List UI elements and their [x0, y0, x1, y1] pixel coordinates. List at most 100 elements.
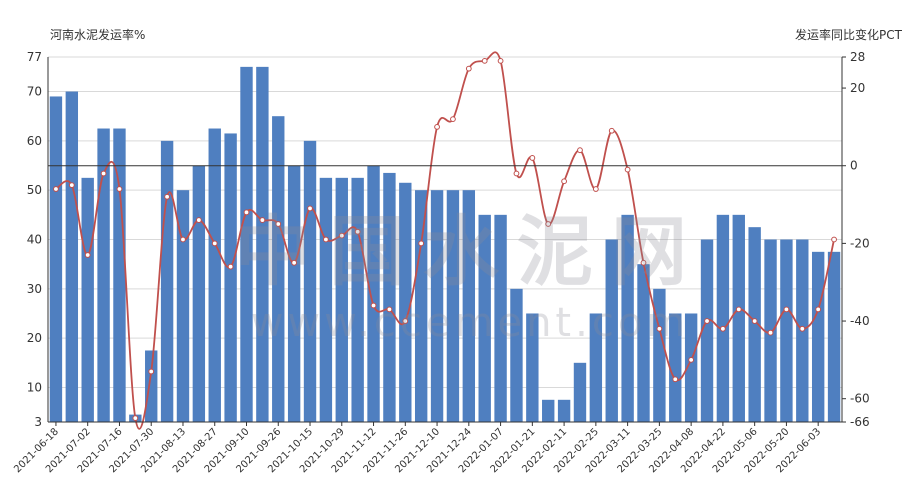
bar — [637, 264, 650, 422]
line-point — [450, 116, 456, 123]
line-point — [751, 318, 758, 324]
line-point — [323, 236, 329, 243]
line-point — [386, 306, 393, 313]
left-tick-label: 3 — [34, 415, 42, 429]
line-point — [545, 221, 552, 227]
bar — [65, 91, 79, 422]
line-point — [132, 415, 139, 422]
line-point — [815, 306, 822, 313]
bar — [811, 251, 825, 422]
bar — [684, 313, 698, 422]
line-point — [402, 318, 409, 324]
bar — [399, 182, 412, 422]
line-point — [799, 325, 806, 332]
bar — [192, 165, 206, 422]
line-point — [116, 186, 123, 192]
bar — [351, 177, 364, 422]
line-point — [656, 325, 663, 332]
line-point — [418, 240, 425, 247]
line-point — [704, 318, 710, 324]
bar — [827, 251, 841, 422]
right-tick-label: -20 — [850, 236, 870, 250]
bar — [414, 190, 428, 422]
line-point — [592, 186, 599, 192]
line-series — [53, 51, 837, 430]
bar — [256, 66, 269, 422]
bar — [573, 362, 587, 422]
bar — [510, 288, 523, 422]
line-point — [608, 127, 615, 134]
left-tick-label: 50 — [27, 183, 42, 197]
bar — [367, 165, 380, 422]
line-point — [624, 166, 631, 173]
left-tick-label: 20 — [27, 331, 42, 345]
line-point — [291, 259, 298, 266]
bar — [716, 214, 730, 422]
bar — [446, 190, 460, 422]
line-point — [195, 217, 202, 223]
right-tick-label: -40 — [850, 314, 870, 328]
series-line — [55, 51, 835, 430]
right-tick-label: -60 — [850, 392, 870, 406]
line-point — [735, 306, 742, 313]
bar — [176, 190, 190, 422]
bar — [669, 313, 682, 422]
bar — [748, 227, 761, 422]
bar — [224, 133, 237, 422]
line-point — [370, 302, 377, 309]
line-point — [481, 57, 488, 64]
line-point — [275, 221, 282, 227]
line-point — [831, 236, 837, 243]
bar — [97, 128, 110, 422]
right-tick-label: 20 — [850, 81, 865, 95]
bar — [272, 116, 285, 423]
line-point — [434, 123, 440, 130]
bar — [430, 190, 444, 422]
bar — [605, 239, 618, 422]
bar-series — [49, 66, 841, 423]
bar — [462, 190, 476, 422]
bar — [780, 239, 793, 422]
line-point — [688, 356, 695, 363]
left-tick-label: 60 — [27, 134, 42, 148]
bar — [383, 172, 396, 422]
right-tick-label: -66 — [850, 415, 870, 429]
line-point — [561, 178, 567, 185]
bar — [732, 214, 745, 422]
left-tick-label: 70 — [27, 85, 42, 99]
line-point — [783, 306, 790, 313]
line-point — [307, 205, 313, 212]
bar — [589, 313, 603, 422]
bar — [700, 239, 714, 422]
line-point — [211, 240, 218, 247]
line-point — [53, 186, 59, 192]
right-tick-label: 0 — [850, 159, 858, 173]
line-point — [513, 170, 520, 177]
right-axis-title: 发运率同比变化PCT — [795, 28, 902, 42]
bar — [494, 214, 507, 422]
left-tick-label: 77 — [27, 50, 42, 64]
line-point — [720, 325, 726, 332]
bar — [208, 128, 221, 422]
left-axis-title: 河南水泥发运率% — [50, 28, 146, 42]
line-point — [577, 147, 583, 154]
bar — [160, 140, 174, 422]
line-point — [767, 329, 774, 336]
line-point — [354, 228, 361, 235]
bar — [113, 128, 126, 422]
line-point — [180, 236, 186, 243]
bar — [240, 66, 253, 422]
bar — [287, 165, 301, 422]
line-point — [259, 217, 266, 223]
left-tick-label: 10 — [27, 380, 42, 394]
bar — [49, 96, 63, 422]
bar — [557, 399, 571, 422]
bar — [653, 288, 666, 422]
right-tick-label: 28 — [850, 50, 865, 64]
bar — [621, 214, 634, 422]
line-point — [497, 57, 504, 64]
left-tick-label: 40 — [27, 233, 42, 247]
line-point — [227, 263, 234, 270]
